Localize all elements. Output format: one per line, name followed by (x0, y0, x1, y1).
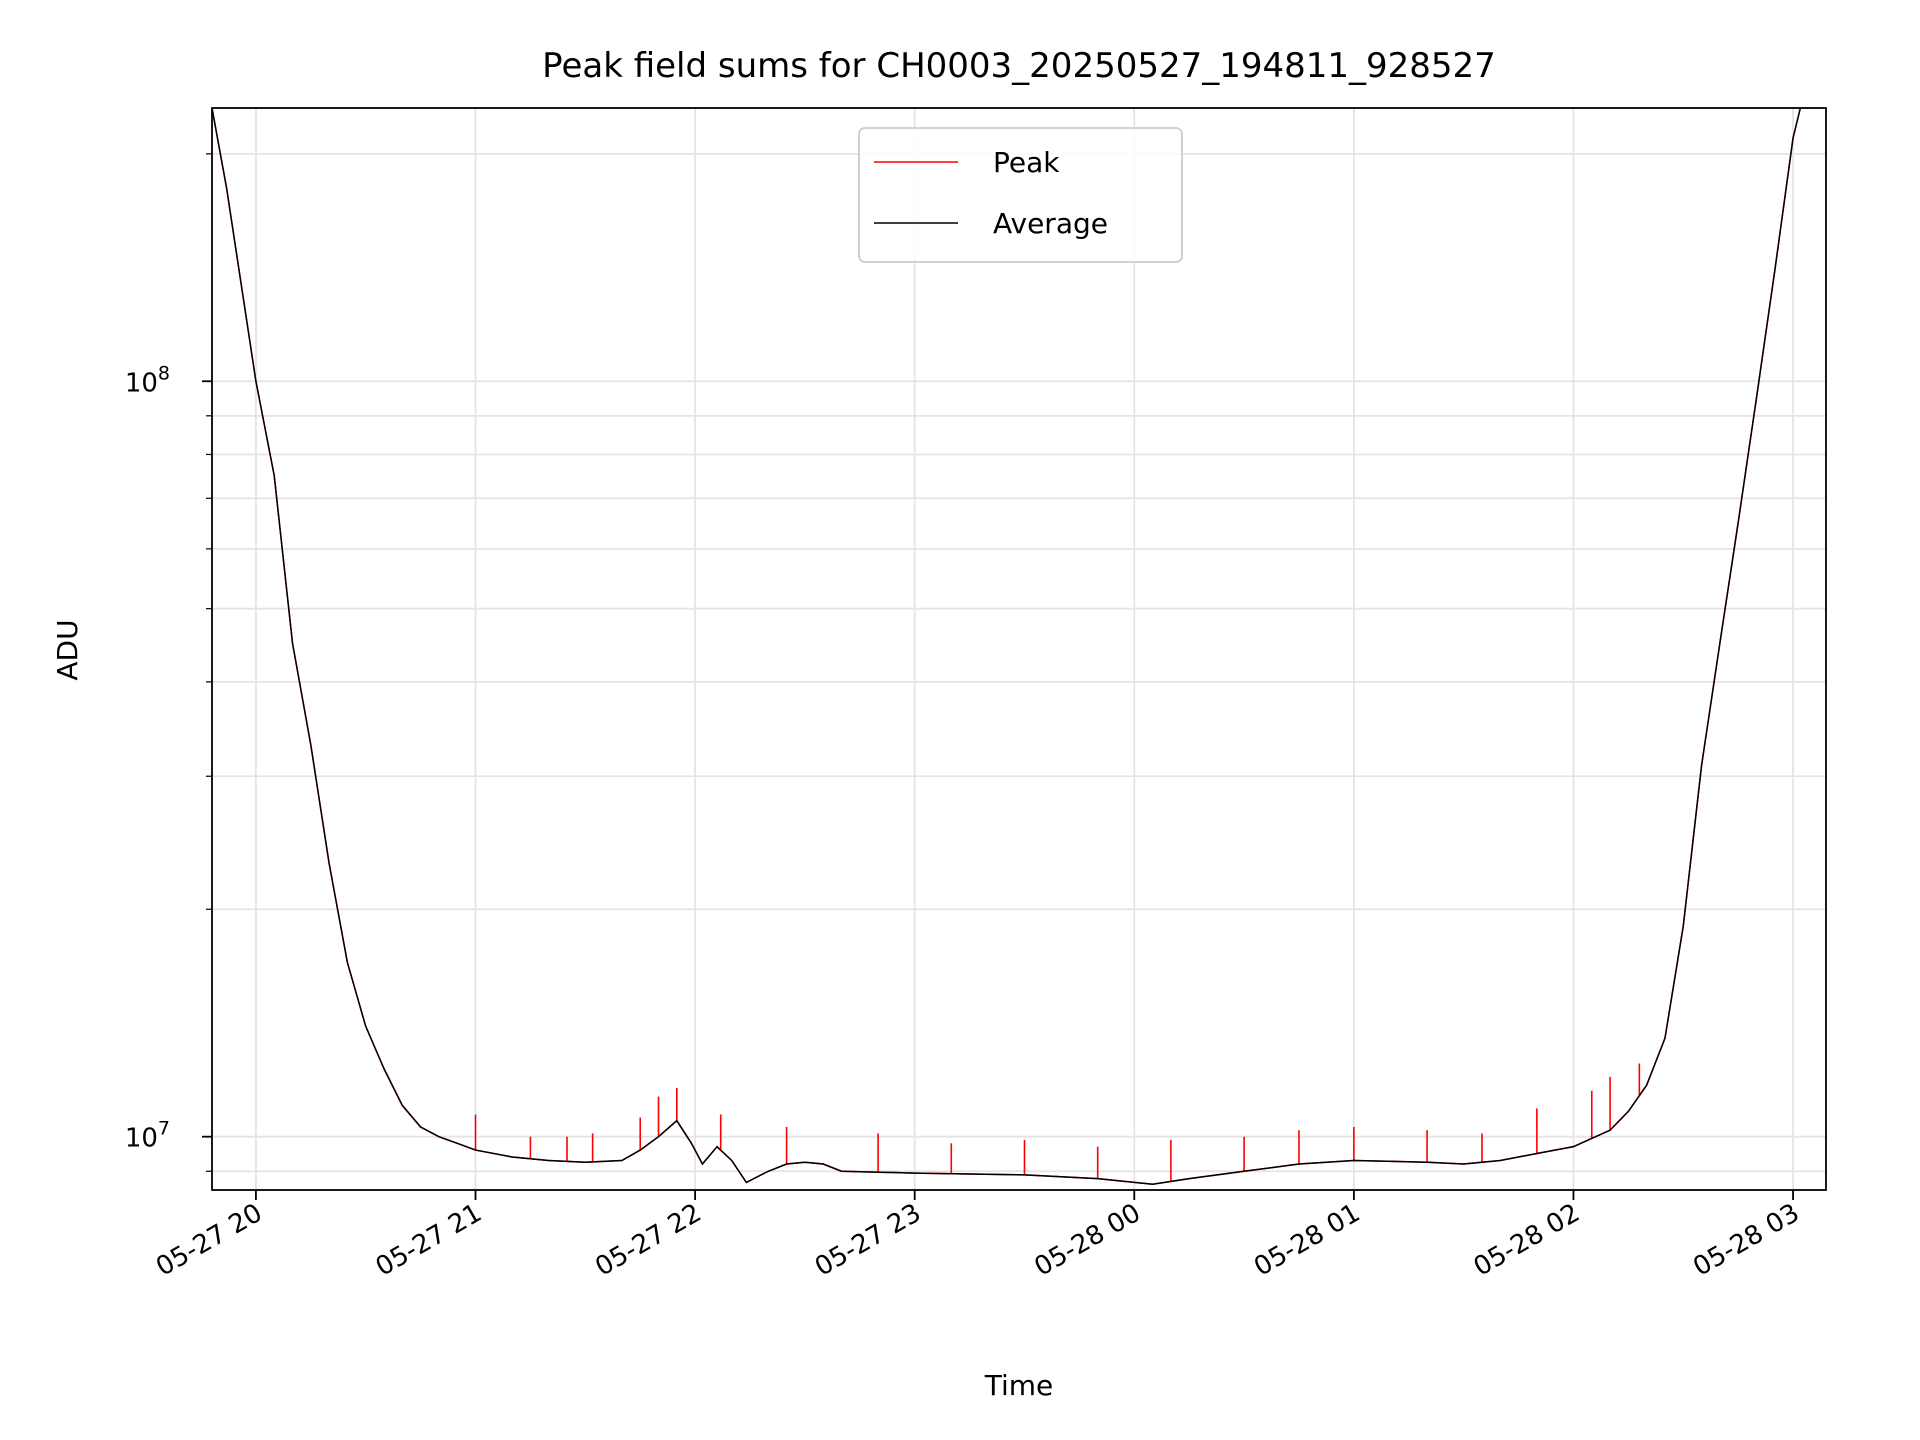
y-tick-label: 108 (125, 362, 170, 398)
legend-average-label: Average (993, 207, 1108, 240)
y-axis-label: ADU (51, 619, 84, 680)
peak-spikes (474, 1063, 1641, 1182)
grid (212, 108, 1826, 1190)
legend-peak-label: Peak (993, 146, 1060, 179)
legend: Peak Average (858, 127, 1183, 263)
plot-area-frame (211, 107, 1827, 1191)
x-axis-label: Time (984, 1369, 1054, 1402)
plot-lines (212, 108, 1802, 1186)
y-tick-label: 107 (125, 1118, 170, 1154)
average-series-line (212, 108, 1802, 1186)
chart-title: Peak field sums for CH0003_20250527_1948… (542, 46, 1496, 86)
